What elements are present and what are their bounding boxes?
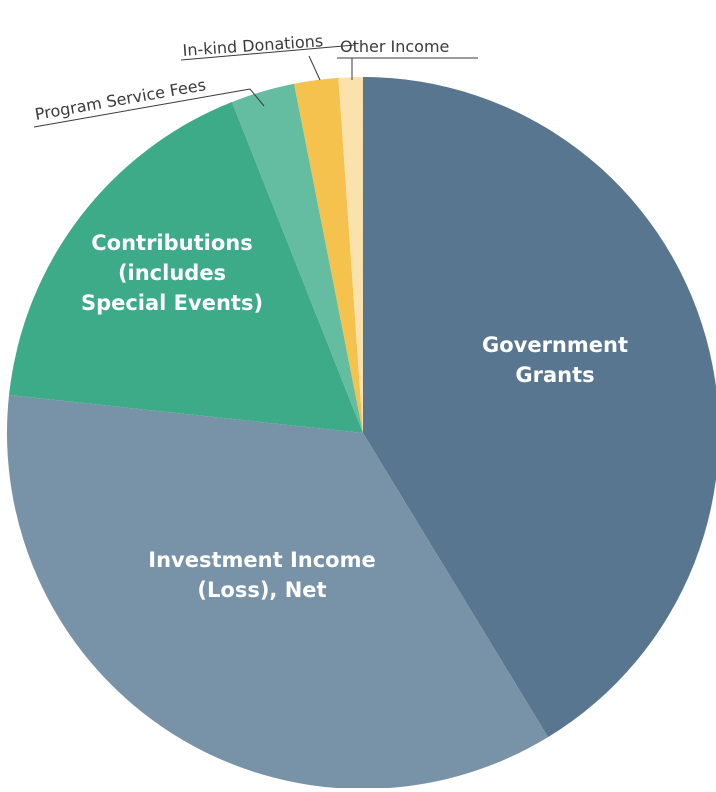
slices-layer bbox=[7, 77, 716, 789]
slice-contributions-includes-special-events bbox=[9, 102, 364, 433]
label-underline-in-kind-donations bbox=[180, 44, 356, 61]
leader-lines-layer bbox=[33, 44, 478, 128]
slice-in-kind-donations bbox=[294, 77, 363, 433]
slice-label-government-grants: Government Grants bbox=[482, 333, 628, 387]
leader-line-in-kind-donations bbox=[308, 55, 321, 81]
slice-label-other-income: Other Income bbox=[340, 37, 449, 56]
slice-label-in-kind-donations: In-kind Donations bbox=[182, 31, 324, 60]
label-underline-program-service-fees bbox=[33, 88, 251, 128]
slice-other-income bbox=[338, 77, 363, 433]
slice-investment-income-loss-net bbox=[7, 395, 549, 789]
leader-line-program-service-fees bbox=[249, 88, 265, 107]
slice-program-service-fees bbox=[231, 83, 363, 433]
slice-label-investment-income-loss-net: Investment Income (Loss), Net bbox=[148, 548, 375, 602]
labels-layer: Government Grants Investment Income (Loss),… bbox=[33, 31, 628, 602]
slice-government-grants bbox=[363, 77, 716, 738]
slice-label-program-service-fees: Program Service Fees bbox=[33, 75, 207, 124]
slice-label-contributions-includes-special-events: Contributions (includes Special Events) bbox=[81, 231, 263, 315]
